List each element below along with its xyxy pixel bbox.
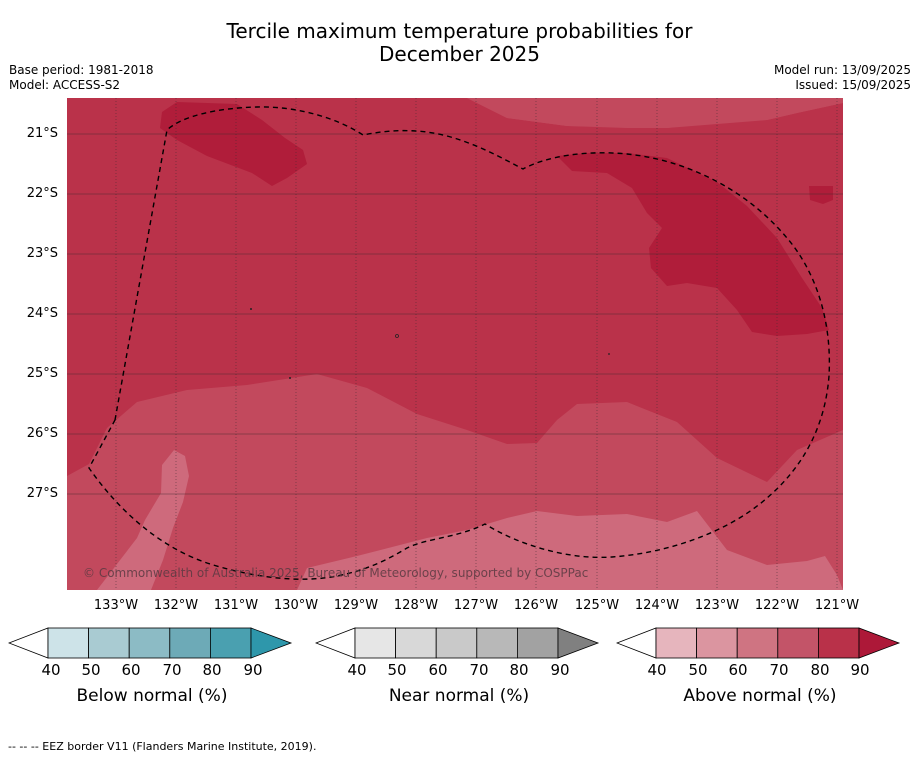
colorbar-above-under-triangle bbox=[616, 627, 657, 659]
island-mark bbox=[395, 334, 399, 338]
cb-below-tick-70: 70 bbox=[162, 661, 182, 679]
meridians bbox=[115, 98, 838, 590]
lat-label-22s: 22°S bbox=[26, 186, 58, 201]
island-mark bbox=[608, 353, 610, 355]
lon-label-129w: 129°W bbox=[333, 598, 379, 613]
colorbar-near-segment bbox=[435, 627, 478, 659]
lon-label-131w: 131°W bbox=[213, 598, 259, 613]
colorbar-label-near: Near normal (%) bbox=[388, 686, 530, 706]
colorbar-above-segment bbox=[696, 627, 738, 659]
cb-above-tick-40: 40 bbox=[647, 661, 667, 679]
map-title-line1: Tercile maximum temperature probabilitie… bbox=[226, 19, 693, 43]
colorbar-below-over-triangle bbox=[250, 627, 293, 659]
cb-near-tick-50: 50 bbox=[387, 661, 407, 679]
colorbar-near-normal bbox=[315, 627, 600, 659]
colorbar-below-segment bbox=[209, 627, 252, 659]
colorbar-near-segment bbox=[516, 627, 559, 659]
cb-above-tick-70: 70 bbox=[769, 661, 789, 679]
colorbar-below-segment bbox=[128, 627, 171, 659]
cb-above-tick-80: 80 bbox=[810, 661, 830, 679]
map-title-line2: December 2025 bbox=[379, 42, 540, 66]
colorbar-near-under-triangle bbox=[315, 627, 356, 659]
eez-border-legend: -- -- -- EEZ border V11 (Flanders Marine… bbox=[8, 740, 317, 753]
colorbar-above-over-triangle bbox=[858, 627, 901, 659]
lon-label-125w: 125°W bbox=[574, 598, 620, 613]
cb-above-tick-90: 90 bbox=[850, 661, 870, 679]
probability-map: © Commonwealth of Australia 2025, Bureau… bbox=[67, 98, 843, 590]
cb-near-tick-40: 40 bbox=[347, 661, 367, 679]
colorbar-near-segment bbox=[354, 627, 396, 659]
eez-border bbox=[88, 106, 831, 580]
lat-label-21s: 21°S bbox=[26, 126, 58, 141]
lon-label-124w: 124°W bbox=[634, 598, 680, 613]
lon-label-128w: 128°W bbox=[393, 598, 439, 613]
cb-below-tick-50: 50 bbox=[81, 661, 101, 679]
cb-near-tick-80: 80 bbox=[509, 661, 529, 679]
cb-above-tick-50: 50 bbox=[688, 661, 708, 679]
colorbar-above-segment bbox=[817, 627, 860, 659]
region-60-70-left bbox=[97, 450, 189, 590]
colorbar-above-segment bbox=[736, 627, 779, 659]
region-above-90-right bbox=[557, 153, 829, 336]
graticule bbox=[67, 133, 843, 495]
issued-date: Issued: 15/09/2025 bbox=[795, 78, 911, 92]
model-run: Model run: 13/09/2025 bbox=[773, 63, 911, 77]
colorbar-label-above: Above normal (%) bbox=[683, 686, 837, 706]
lon-label-132w: 132°W bbox=[153, 598, 199, 613]
colorbar-below-segment bbox=[169, 627, 211, 659]
copyright-notice: © Commonwealth of Australia 2025, Bureau… bbox=[83, 566, 588, 580]
island-mark bbox=[250, 308, 252, 310]
cb-near-tick-90: 90 bbox=[550, 661, 570, 679]
cb-below-tick-40: 40 bbox=[41, 661, 61, 679]
colorbar-below-normal bbox=[8, 627, 293, 659]
colorbar-below-under-triangle bbox=[8, 627, 49, 659]
lon-label-121w: 121°W bbox=[814, 598, 860, 613]
colorbar-near-over-triangle bbox=[557, 627, 600, 659]
region-70-80-upper bbox=[467, 98, 843, 128]
lon-label-127w: 127°W bbox=[453, 598, 499, 613]
lon-label-130w: 130°W bbox=[273, 598, 319, 613]
cb-below-tick-90: 90 bbox=[243, 661, 263, 679]
lon-label-123w: 123°W bbox=[694, 598, 740, 613]
lat-label-27s: 27°S bbox=[26, 486, 58, 501]
cb-above-tick-60: 60 bbox=[728, 661, 748, 679]
colorbar-near-segment bbox=[476, 627, 518, 659]
lat-label-24s: 24°S bbox=[26, 306, 58, 321]
cb-near-tick-70: 70 bbox=[469, 661, 489, 679]
cb-below-tick-60: 60 bbox=[121, 661, 141, 679]
lat-label-23s: 23°S bbox=[26, 246, 58, 261]
region-above-90-small bbox=[809, 186, 833, 204]
base-period: Base period: 1981-2018 bbox=[9, 63, 154, 77]
colorbar-above-segment bbox=[777, 627, 819, 659]
colorbar-above-normal bbox=[616, 627, 901, 659]
region-above-90-topleft bbox=[160, 102, 307, 186]
cb-below-tick-80: 80 bbox=[202, 661, 222, 679]
region-60-70-lower bbox=[297, 511, 843, 590]
model-name: Model: ACCESS-S2 bbox=[9, 78, 121, 92]
colorbar-above-segment bbox=[655, 627, 697, 659]
lat-label-25s: 25°S bbox=[26, 366, 58, 381]
lat-label-26s: 26°S bbox=[26, 426, 58, 441]
colorbar-label-below: Below normal (%) bbox=[76, 686, 228, 706]
lon-label-126w: 126°W bbox=[513, 598, 559, 613]
lon-label-133w: 133°W bbox=[93, 598, 139, 613]
colorbar-below-segment bbox=[47, 627, 89, 659]
colorbar-below-segment bbox=[88, 627, 130, 659]
lon-label-122w: 122°W bbox=[754, 598, 800, 613]
cb-near-tick-60: 60 bbox=[428, 661, 448, 679]
colorbar-near-segment bbox=[395, 627, 437, 659]
island-mark bbox=[289, 377, 291, 379]
